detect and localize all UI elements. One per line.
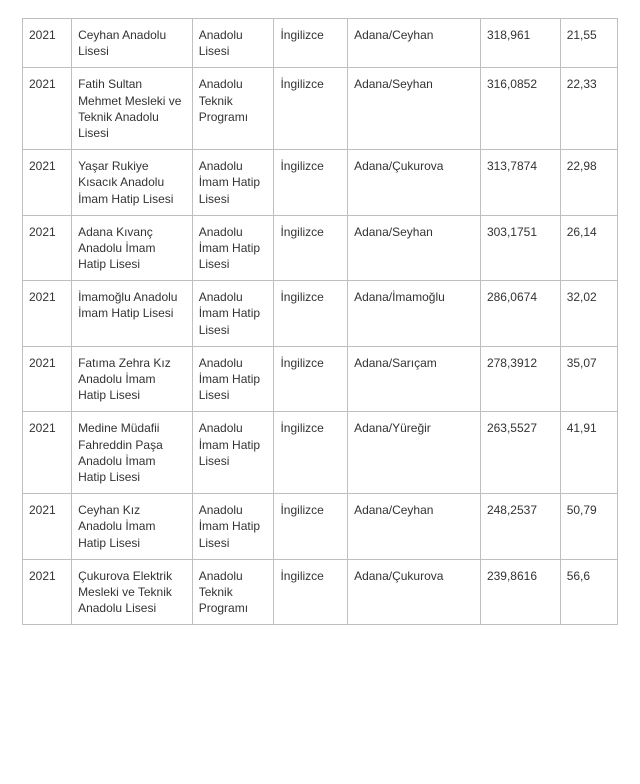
cell-year: 2021 [23,559,72,625]
cell-location: Adana/Çukurova [348,559,481,625]
cell-type: Anadolu İmam Hatip Lisesi [192,412,274,494]
cell-school: Adana Kıvanç Anadolu İmam Hatip Lisesi [72,215,193,281]
cell-school: Ceyhan Anadolu Lisesi [72,19,193,68]
table-row: 2021Ceyhan Anadolu LisesiAnadolu Lisesiİ… [23,19,618,68]
cell-score: 248,2537 [480,494,560,560]
cell-year: 2021 [23,494,72,560]
cell-school: Fatıma Zehra Kız Anadolu İmam Hatip Lise… [72,346,193,412]
cell-school: Ceyhan Kız Anadolu İmam Hatip Lisesi [72,494,193,560]
cell-percent: 32,02 [560,281,617,347]
cell-year: 2021 [23,19,72,68]
cell-type: Anadolu İmam Hatip Lisesi [192,494,274,560]
cell-year: 2021 [23,150,72,216]
cell-year: 2021 [23,412,72,494]
table-row: 2021Adana Kıvanç Anadolu İmam Hatip Lise… [23,215,618,281]
cell-percent: 22,33 [560,68,617,150]
cell-score: 286,0674 [480,281,560,347]
cell-location: Adana/Yüreğir [348,412,481,494]
cell-percent: 21,55 [560,19,617,68]
cell-language: İngilizce [274,68,348,150]
cell-type: Anadolu Lisesi [192,19,274,68]
cell-score: 303,1751 [480,215,560,281]
cell-year: 2021 [23,68,72,150]
cell-language: İngilizce [274,494,348,560]
cell-type: Anadolu Teknik Programı [192,68,274,150]
cell-year: 2021 [23,281,72,347]
table-row: 2021Yaşar Rukiye Kısacık Anadolu İmam Ha… [23,150,618,216]
cell-type: Anadolu İmam Hatip Lisesi [192,346,274,412]
cell-type: Anadolu İmam Hatip Lisesi [192,281,274,347]
cell-percent: 56,6 [560,559,617,625]
cell-location: Adana/Ceyhan [348,494,481,560]
cell-language: İngilizce [274,412,348,494]
cell-school: İmamoğlu Anadolu İmam Hatip Lisesi [72,281,193,347]
cell-score: 239,8616 [480,559,560,625]
table-row: 2021Ceyhan Kız Anadolu İmam Hatip Lisesi… [23,494,618,560]
cell-location: Adana/İmamoğlu [348,281,481,347]
table-row: 2021Çukurova Elektrik Mesleki ve Teknik … [23,559,618,625]
cell-school: Yaşar Rukiye Kısacık Anadolu İmam Hatip … [72,150,193,216]
cell-score: 316,0852 [480,68,560,150]
cell-score: 278,3912 [480,346,560,412]
cell-location: Adana/Ceyhan [348,19,481,68]
cell-school: Çukurova Elektrik Mesleki ve Teknik Anad… [72,559,193,625]
cell-language: İngilizce [274,19,348,68]
cell-score: 263,5527 [480,412,560,494]
cell-year: 2021 [23,346,72,412]
cell-language: İngilizce [274,559,348,625]
cell-score: 318,961 [480,19,560,68]
cell-language: İngilizce [274,150,348,216]
cell-school: Fatih Sultan Mehmet Mesleki ve Teknik An… [72,68,193,150]
table-row: 2021Medine Müdafii Fahreddin Paşa Anadol… [23,412,618,494]
cell-score: 313,7874 [480,150,560,216]
cell-percent: 22,98 [560,150,617,216]
cell-language: İngilizce [274,215,348,281]
cell-location: Adana/Seyhan [348,215,481,281]
cell-percent: 50,79 [560,494,617,560]
cell-location: Adana/Sarıçam [348,346,481,412]
school-score-table: 2021Ceyhan Anadolu LisesiAnadolu Lisesiİ… [22,18,618,625]
cell-percent: 41,91 [560,412,617,494]
cell-type: Anadolu Teknik Programı [192,559,274,625]
cell-type: Anadolu İmam Hatip Lisesi [192,215,274,281]
table-row: 2021İmamoğlu Anadolu İmam Hatip LisesiAn… [23,281,618,347]
cell-year: 2021 [23,215,72,281]
table-row: 2021Fatih Sultan Mehmet Mesleki ve Tekni… [23,68,618,150]
cell-percent: 26,14 [560,215,617,281]
cell-location: Adana/Seyhan [348,68,481,150]
cell-percent: 35,07 [560,346,617,412]
cell-school: Medine Müdafii Fahreddin Paşa Anadolu İm… [72,412,193,494]
table-row: 2021Fatıma Zehra Kız Anadolu İmam Hatip … [23,346,618,412]
cell-language: İngilizce [274,281,348,347]
cell-location: Adana/Çukurova [348,150,481,216]
cell-language: İngilizce [274,346,348,412]
cell-type: Anadolu İmam Hatip Lisesi [192,150,274,216]
